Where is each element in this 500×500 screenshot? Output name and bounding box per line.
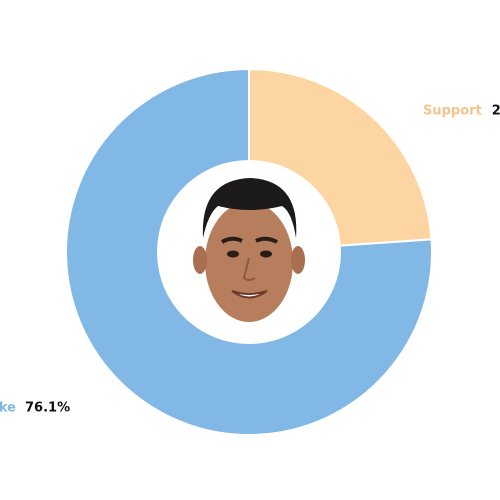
slice: [65, 67, 433, 436]
slice-label: Support: [423, 104, 482, 119]
slice-label: Dislike: [0, 401, 16, 416]
value-label: 76.1%: [25, 401, 70, 416]
labels: Support 23.9% Dislike 76.1%: [0, 104, 500, 416]
ear: [291, 246, 305, 274]
eye: [260, 250, 272, 258]
nose: [242, 257, 256, 281]
ear: [193, 246, 207, 274]
mouth: [231, 290, 268, 299]
hair: [202, 178, 297, 238]
value-label: 23.9%: [492, 104, 500, 119]
eye: [227, 250, 239, 258]
brows: [220, 236, 278, 244]
center-photo: [157, 160, 341, 344]
